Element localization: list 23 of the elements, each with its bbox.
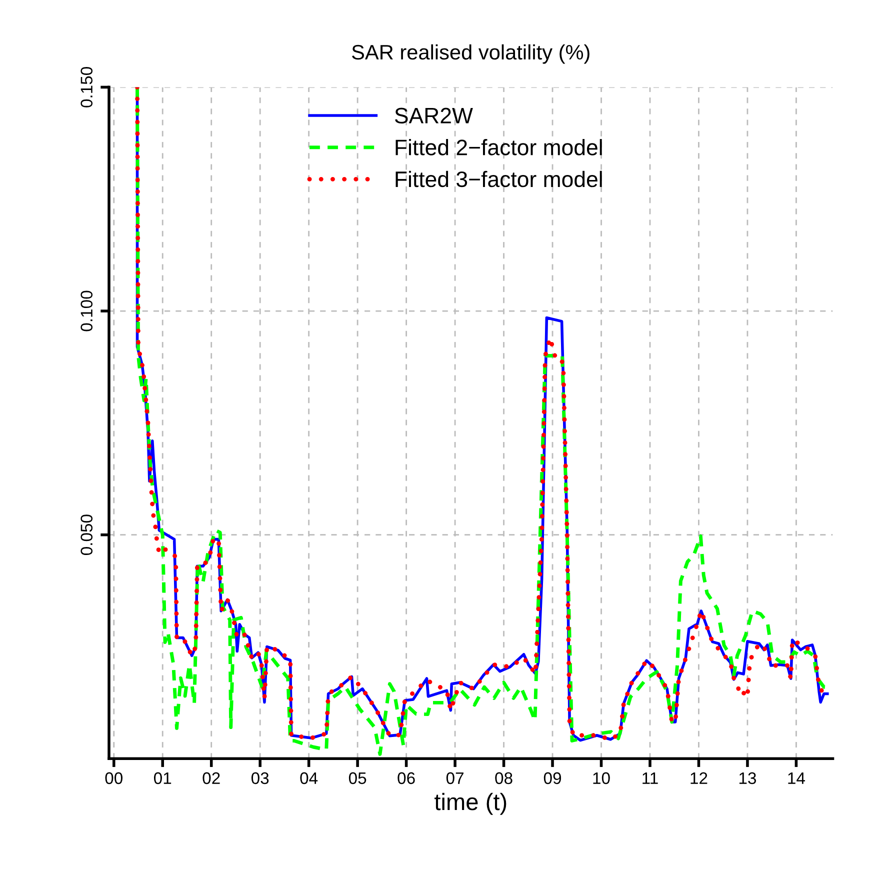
x-tick-label: 13 <box>739 772 756 784</box>
x-tick-label: 09 <box>544 772 561 784</box>
legend-label: SAR2W <box>394 108 473 124</box>
legend-label: Fitted 2−factor model <box>396 139 602 156</box>
y-tick-label: 0.100 <box>80 290 93 332</box>
x-axis-title: time (t) <box>434 792 506 815</box>
x-tick-label: 14 <box>788 772 805 784</box>
x-tick-label: 02 <box>202 772 220 784</box>
legend-label: Fitted 3−factor model <box>396 170 602 188</box>
x-tick-label: 03 <box>251 772 269 784</box>
x-tick-label: 01 <box>154 772 172 784</box>
x-tick-label: 07 <box>446 772 464 784</box>
x-tick-label: 12 <box>690 772 708 784</box>
y-tick-label: 0.150 <box>80 66 93 108</box>
x-tick-label: 10 <box>593 772 610 784</box>
x-tick-label: 11 <box>642 772 658 784</box>
x-tick-label: 04 <box>300 772 318 784</box>
x-tick-label: 06 <box>398 772 415 784</box>
chart-title: SAR realised volatility (%) <box>352 44 590 64</box>
y-tick-label: 0.050 <box>80 514 93 556</box>
x-tick-label: 00 <box>105 772 122 784</box>
x-tick-label: 08 <box>495 772 512 784</box>
x-tick-label: 05 <box>348 772 366 784</box>
